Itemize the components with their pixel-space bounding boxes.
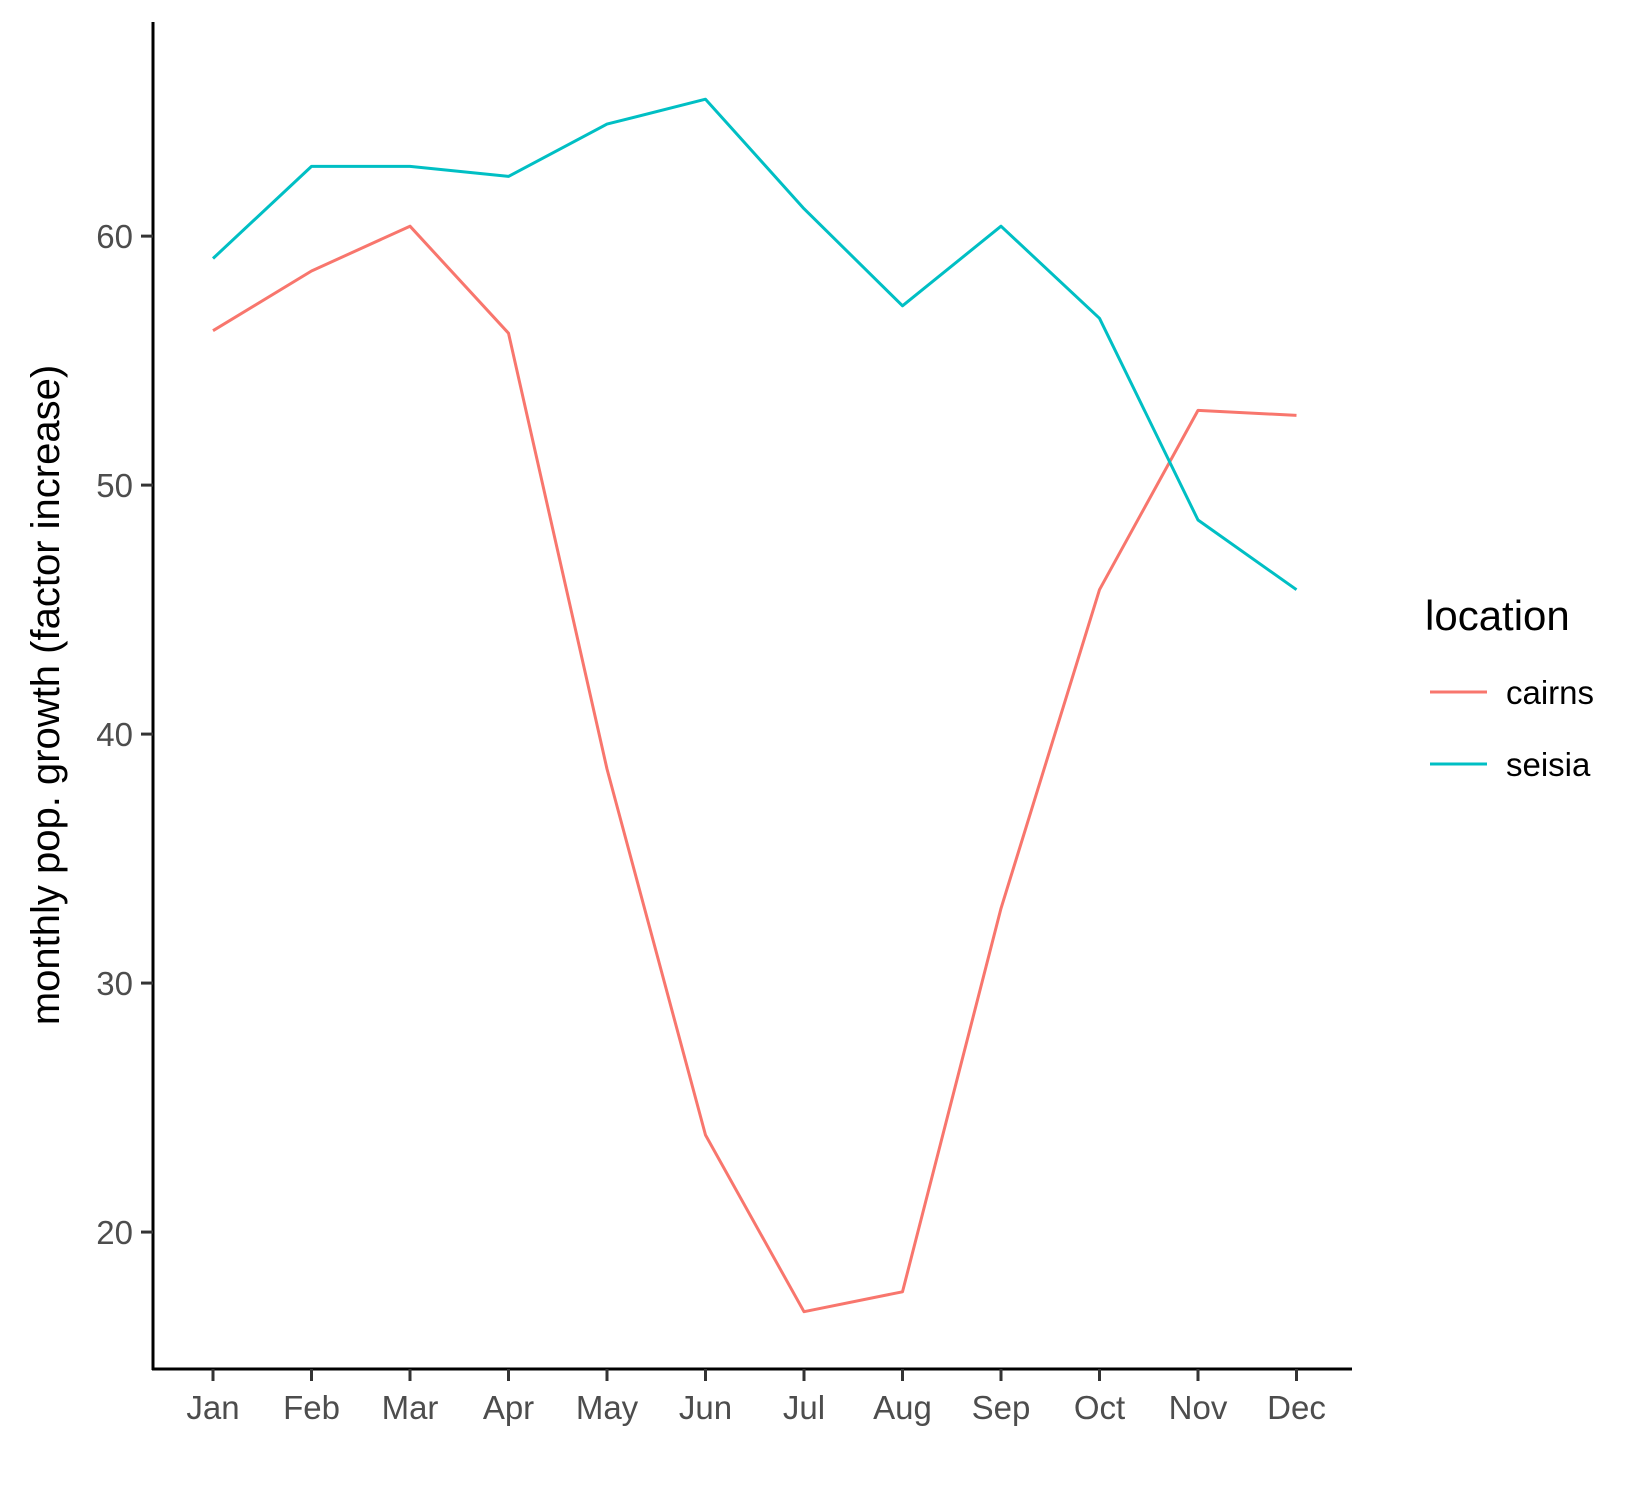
legend-label-cairns: cairns: [1506, 674, 1594, 711]
axes-layer: [151, 22, 1352, 1371]
x-tick-label: Feb: [283, 1389, 340, 1426]
y-tick-label: 40: [96, 716, 133, 753]
y-axis-title: monthly pop. growth (factor increase): [24, 365, 68, 1025]
x-tick-label: Mar: [382, 1389, 439, 1426]
x-ticks: Jan Feb Mar Apr May Jun Jul Aug Sep Oct Nov Dec: [186, 1369, 1326, 1426]
legend-title: location: [1425, 592, 1570, 639]
x-tick-label: Oct: [1074, 1389, 1125, 1426]
x-tick-label: Jul: [783, 1389, 825, 1426]
x-tick-label: Apr: [483, 1389, 534, 1426]
y-tick-label: 60: [96, 218, 133, 255]
legend: location cairns seisia: [1425, 592, 1594, 783]
x-tick-label: Jun: [679, 1389, 732, 1426]
x-tick-label: Sep: [972, 1389, 1031, 1426]
series-layer: [211, 97, 1298, 1314]
y-tick-label: 20: [96, 1214, 133, 1251]
y-tick-label: 30: [96, 965, 133, 1002]
y-ticks: 20 30 40 50 60: [96, 218, 153, 1251]
legend-items: cairns seisia: [1430, 674, 1594, 783]
x-tick-label: Aug: [873, 1389, 932, 1426]
series-line-cairns: [212, 224, 1297, 1314]
y-tick-label: 50: [96, 467, 133, 504]
x-tick-label: May: [576, 1389, 639, 1426]
legend-label-seisia: seisia: [1506, 746, 1591, 783]
x-tick-label: Dec: [1267, 1389, 1326, 1426]
x-tick-label: Jan: [186, 1389, 239, 1426]
series-line-seisia: [211, 97, 1298, 591]
x-tick-label: Nov: [1169, 1389, 1228, 1426]
